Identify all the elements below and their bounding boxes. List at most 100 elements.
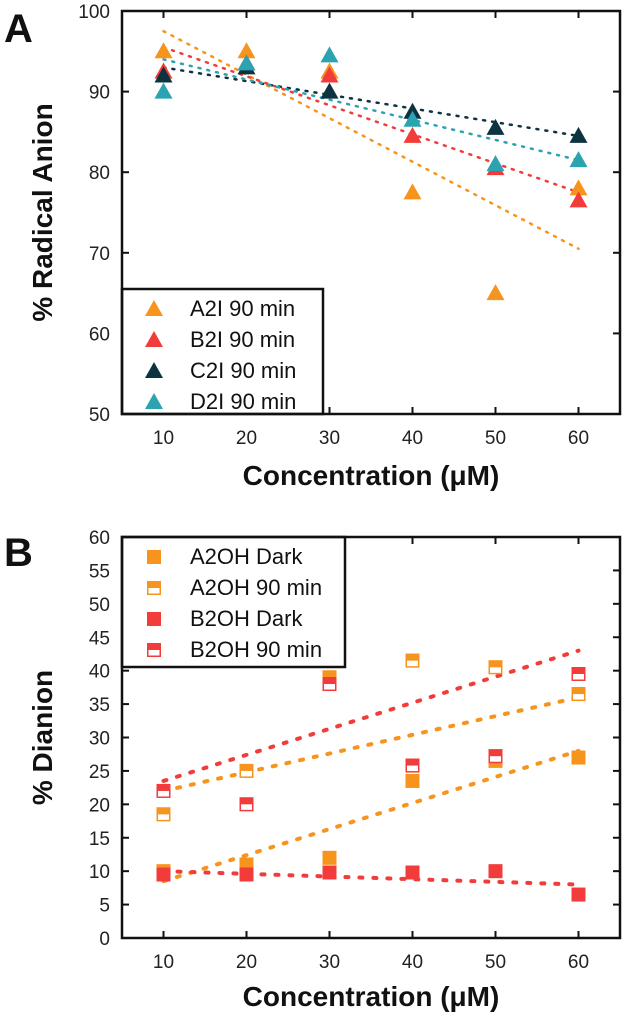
data-point <box>486 118 505 135</box>
legend-label: B2OH 90 min <box>190 637 322 662</box>
legend-marker <box>147 612 161 626</box>
data-point <box>156 807 171 822</box>
panel-label: B <box>4 531 33 575</box>
legend-marker <box>147 550 161 564</box>
trend-line-b2oh-90-min <box>161 648 581 783</box>
y-tick-label: 60 <box>89 528 110 549</box>
series-d2i-90-min <box>154 46 588 172</box>
x-tick-label: 30 <box>319 952 340 973</box>
legend-marker <box>145 393 163 409</box>
series-b2oh-90-min <box>156 667 586 812</box>
plot-frame <box>120 9 622 416</box>
panel-label: A <box>4 7 33 51</box>
x-tick-label: 50 <box>485 952 506 973</box>
x-tick-label: 20 <box>236 952 257 973</box>
data-point <box>237 42 256 59</box>
y-axis-label: % Dianion <box>27 670 58 805</box>
trend-line-a2oh-90-min <box>161 695 581 793</box>
legend-marker <box>145 362 163 378</box>
y-tick-label: 0 <box>99 929 110 950</box>
data-point <box>320 82 339 99</box>
data-point <box>569 179 588 196</box>
x-tick-label: 30 <box>319 428 340 449</box>
data-point-top-half <box>322 670 337 678</box>
data-point <box>320 66 339 83</box>
legend-marker <box>147 643 161 657</box>
data-point <box>154 82 173 99</box>
data-point-top-half <box>405 653 420 661</box>
y-tick-label: 50 <box>89 595 110 616</box>
y-tick-label: 5 <box>99 896 110 917</box>
data-point <box>156 867 171 882</box>
legend: A2OH Dark A2OH 90 min B2OH Dark B2OH 90 min <box>120 535 347 669</box>
trend-line-c2i-90-min <box>162 66 580 138</box>
x-tick-label: 40 <box>402 952 423 973</box>
data-point <box>239 797 254 812</box>
data-point <box>322 865 337 880</box>
y-tick-label: 50 <box>89 405 110 426</box>
data-point <box>571 687 586 702</box>
x-tick-label: 20 <box>236 428 257 449</box>
data-point-top-half <box>571 667 586 675</box>
y-tick-label: 10 <box>89 862 110 883</box>
legend-marker <box>147 581 161 595</box>
y-tick-label: 40 <box>89 662 110 683</box>
data-point <box>571 667 586 682</box>
data-point <box>405 773 420 788</box>
x-tick-label: 60 <box>568 952 589 973</box>
series-a2i-90-min <box>154 42 588 301</box>
data-point-top-half <box>322 677 337 685</box>
data-point <box>488 749 503 764</box>
series-a2oh-90-min <box>156 653 586 822</box>
x-tick-label: 10 <box>153 428 174 449</box>
y-tick-label: 30 <box>89 729 110 750</box>
data-point <box>405 653 420 668</box>
x-tick-label: 60 <box>568 428 589 449</box>
trend-line-b2i-90-min <box>162 46 580 194</box>
x-tick-label: 10 <box>153 952 174 973</box>
data-point <box>322 677 337 692</box>
data-point <box>571 750 586 765</box>
legend-label: A2OH 90 min <box>190 575 322 600</box>
y-tick-label: 20 <box>89 795 110 816</box>
series-a2oh-dark <box>156 750 586 879</box>
legend-label: D2I 90 min <box>190 389 296 414</box>
data-point-top-half <box>156 783 171 791</box>
data-point <box>488 864 503 879</box>
y-axis-label: % Radical Anion <box>27 103 58 321</box>
data-point <box>569 151 588 168</box>
trend-line-a2i-90-min <box>162 29 580 251</box>
trend-line-b2oh-dark <box>161 869 581 887</box>
series-c2i-90-min <box>154 58 588 143</box>
data-point <box>488 660 503 675</box>
data-point <box>569 126 588 143</box>
data-point <box>405 865 420 880</box>
legend-marker <box>145 331 163 347</box>
chart-panel-A: A 10 20 30 40 50 60 50 60 70 80 90 100 Concentration … <box>4 2 622 491</box>
chart-panel-B: B 10 20 30 40 50 60 0 5 10 15 20 25 30 35 40 45 50 55 60 Con… <box>4 528 622 1012</box>
trend-line-a2oh-dark <box>161 748 581 884</box>
y-tick-label: 80 <box>89 163 110 184</box>
data-point <box>154 42 173 59</box>
data-point <box>322 850 337 865</box>
data-point <box>403 110 422 127</box>
x-axis-label: Concentration (μM) <box>243 460 500 491</box>
legend-marker <box>145 300 163 316</box>
data-point <box>237 54 256 71</box>
data-point-top-half <box>488 660 503 668</box>
legend-label: A2I 90 min <box>190 296 295 321</box>
y-tick-label: 15 <box>89 829 110 850</box>
y-tick-label: 60 <box>89 324 110 345</box>
legend-marker-top-half <box>147 581 161 588</box>
series-b2oh-dark <box>156 864 586 902</box>
data-point <box>486 284 505 301</box>
x-tick-label: 40 <box>402 428 423 449</box>
data-point <box>320 46 339 63</box>
x-axis-label: Concentration (μM) <box>243 981 500 1012</box>
data-point <box>239 867 254 882</box>
data-point <box>571 887 586 902</box>
y-tick-label: 45 <box>89 628 110 649</box>
data-point-top-half <box>571 687 586 695</box>
data-point <box>569 191 588 208</box>
